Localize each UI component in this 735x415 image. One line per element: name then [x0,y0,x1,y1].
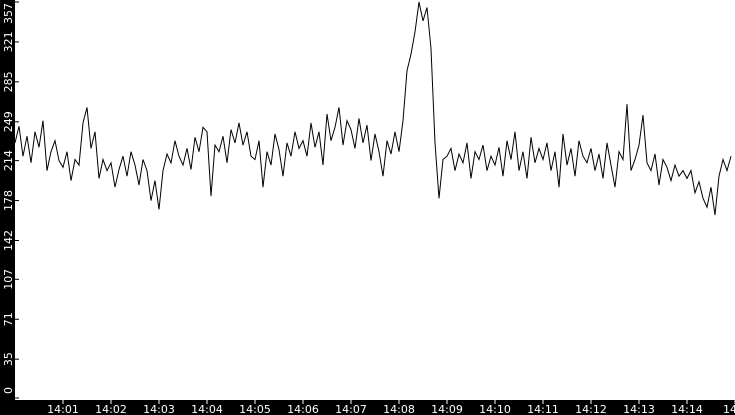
x-tick-label: 14:04 [191,403,223,415]
plot-area [15,0,735,400]
y-axis: 0 35 71 107 142 178 214 249 285 321 357 [2,1,19,399]
x-tick-label: 14:07 [335,403,367,415]
x-tick-label: 14:02 [95,403,127,415]
x-tick-label: 14:11 [527,403,559,415]
x-tick-label: 14:05 [239,403,271,415]
x-tick-label: 14:06 [287,403,319,415]
y-tick-label: 107 [2,269,15,290]
series-line [14,1,732,216]
x-tick-label: 14:08 [383,403,415,415]
x-axis: 14:01 14:02 14:03 14:04 14:05 14:06 14:07 14:08… [47,400,735,415]
y-tick-label: 142 [2,230,15,251]
y-tick-label: 357 [2,3,15,24]
y-tick-label: 35 [2,352,15,366]
y-tick-label: 249 [2,111,15,132]
y-axis-band [0,0,15,415]
y-tick-label: 71 [2,312,15,326]
x-tick-label: 14 [723,403,735,415]
x-tick-label: 14:14 [671,403,703,415]
x-tick-label: 14:13 [623,403,655,415]
x-axis-band [0,400,735,415]
x-tick-label: 14:09 [431,403,463,415]
y-tick-label: 214 [2,150,15,171]
x-tick-label: 14:10 [479,403,511,415]
y-tick-label: 178 [2,190,15,211]
y-tick-label: 0 [2,387,15,394]
x-tick-label: 14:03 [143,403,175,415]
y-tick-label: 321 [2,31,15,52]
x-tick-label: 14:01 [47,403,79,415]
y-tick-label: 285 [2,71,15,92]
x-tick-label: 14:12 [575,403,607,415]
